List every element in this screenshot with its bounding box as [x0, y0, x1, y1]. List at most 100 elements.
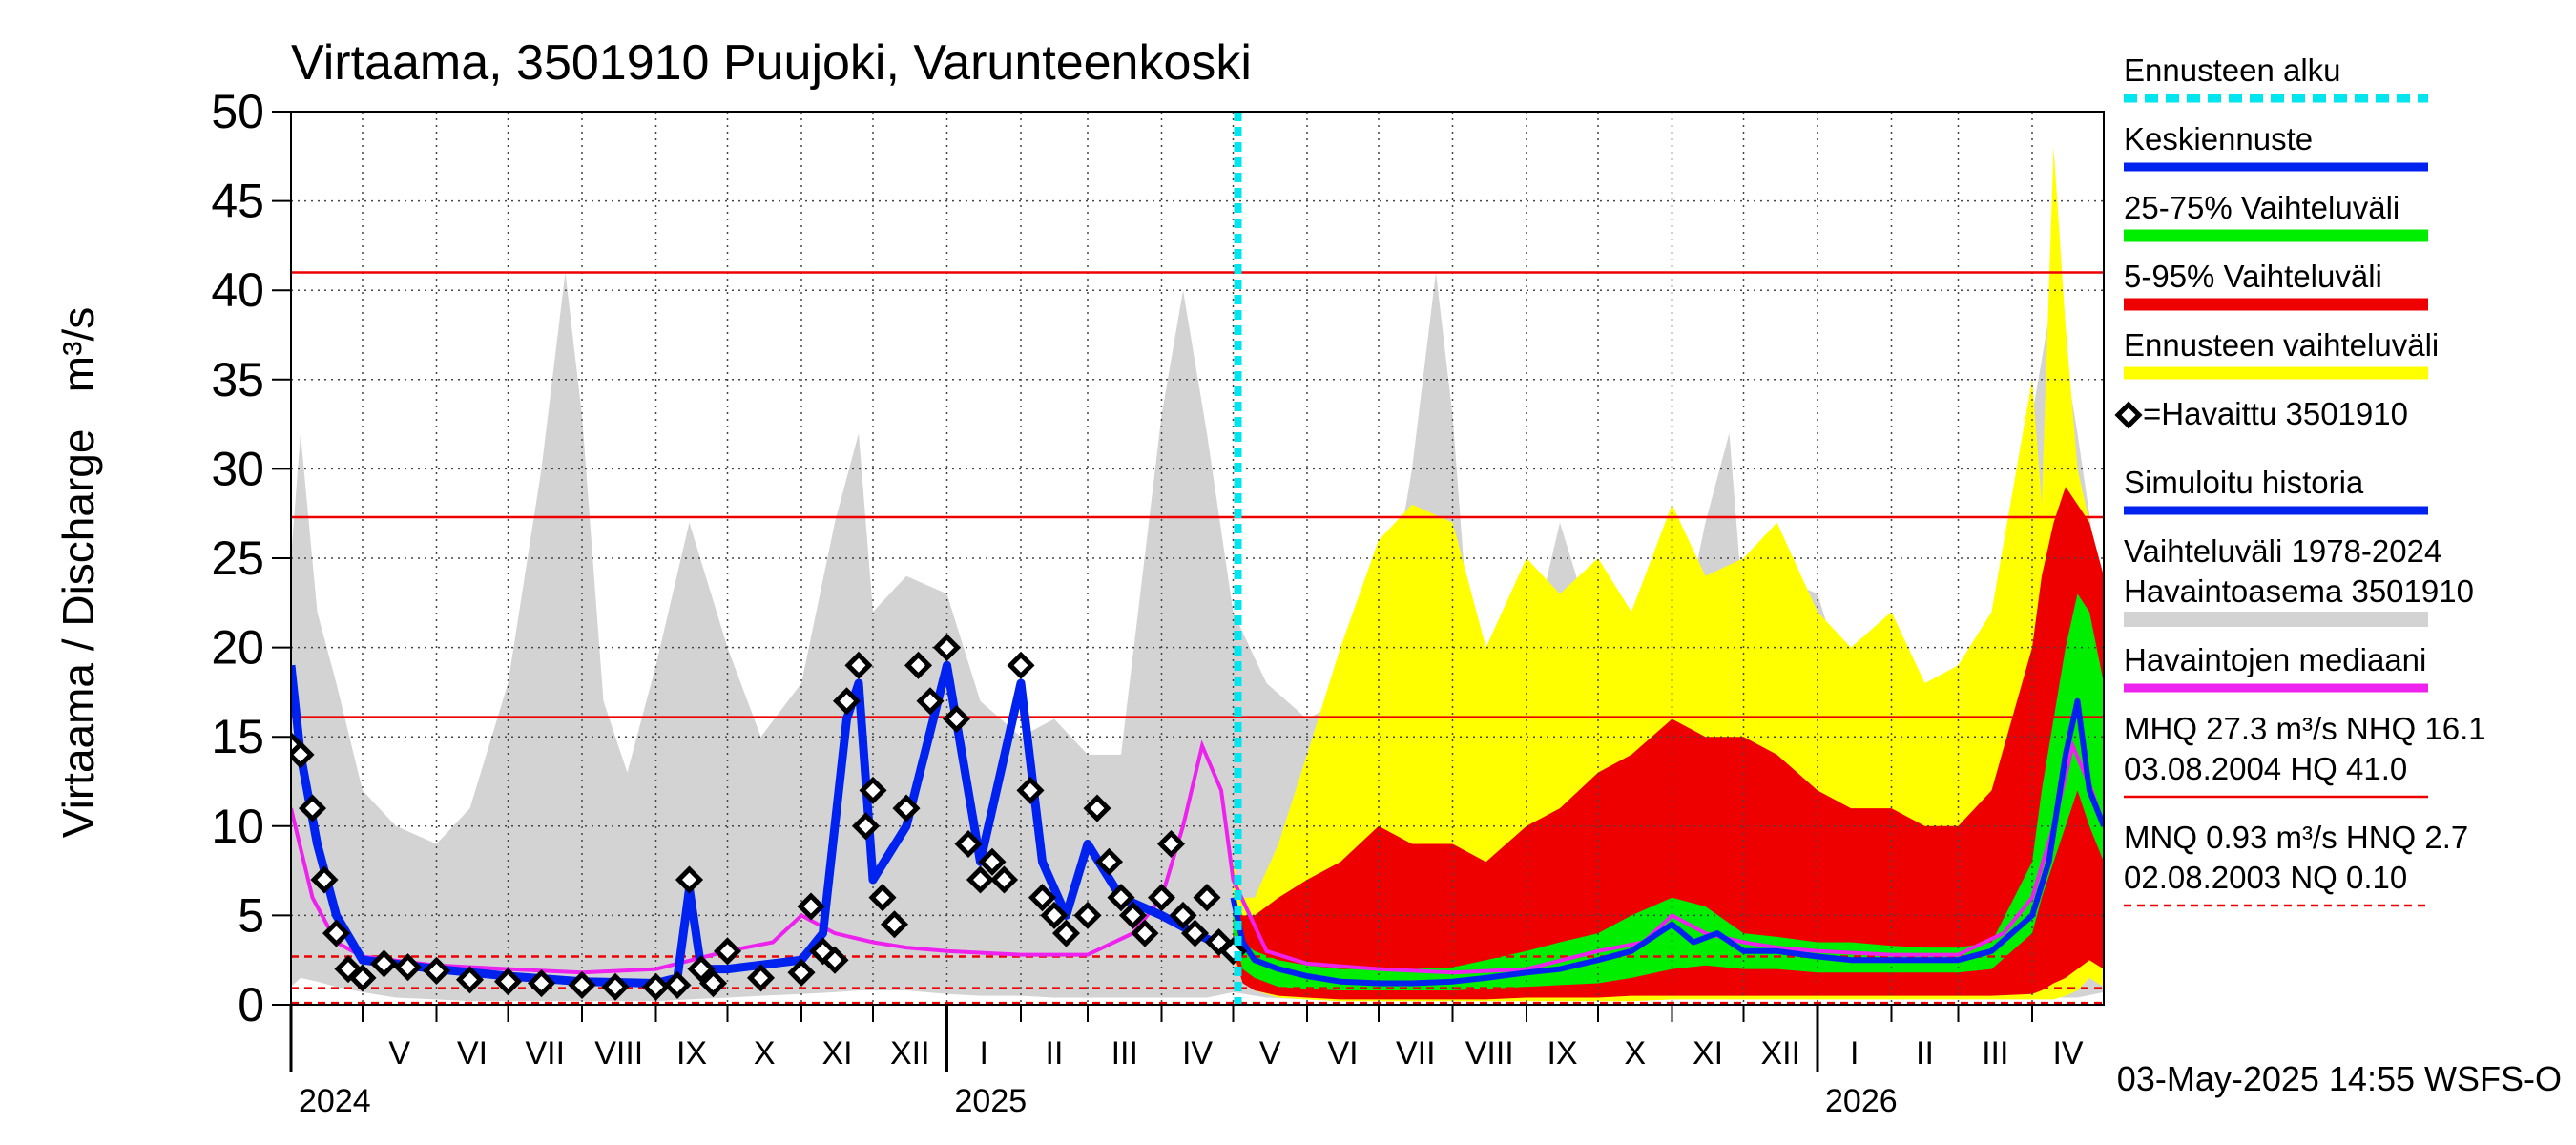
observed-point — [966, 865, 995, 894]
y-tick-label: 35 — [211, 353, 264, 406]
legend-label: 25-75% Vaihteluväli — [2124, 190, 2399, 225]
observed-point — [1051, 919, 1081, 947]
y-tick-label: 40 — [211, 263, 264, 317]
month-label: VIII — [1465, 1035, 1514, 1072]
observed-point — [1193, 884, 1221, 912]
month-label: X — [1624, 1035, 1646, 1072]
month-label: VII — [1396, 1035, 1436, 1072]
month-label: VI — [1327, 1035, 1358, 1072]
observed-point — [821, 946, 849, 974]
y-axis-label: Virtaama / Discharge m³/s — [53, 307, 103, 838]
legend-label: Keskiennuste — [2124, 121, 2313, 156]
forecast-mean-line — [1230, 697, 2104, 987]
legend-label: =Havaittu 3501910 — [2143, 396, 2408, 431]
legend-label: Ennusteen vaihteluväli — [2124, 327, 2439, 363]
observed-point — [978, 847, 1007, 876]
observed-point — [892, 794, 921, 822]
legend-label: Havaintojen mediaani — [2124, 642, 2426, 677]
legend-label: MHQ 27.3 m³/s NHQ 16.1 — [2124, 711, 2486, 746]
year-label: 2026 — [1825, 1083, 1898, 1119]
observed-point — [989, 865, 1019, 894]
observed-point — [1180, 919, 1210, 947]
legend-label: Vaihteluväli 1978-2024 — [2124, 533, 2441, 569]
observed-point — [568, 970, 596, 999]
observed-point — [954, 829, 983, 859]
observed-point — [1169, 901, 1197, 929]
y-tick-label: 50 — [211, 85, 264, 138]
month-label: III — [1111, 1035, 1138, 1072]
observed-point — [1156, 829, 1186, 859]
observed-point — [675, 865, 704, 894]
forecast-range-band — [1233, 147, 2104, 1002]
observed-point — [1118, 901, 1148, 929]
chart-title: Virtaama, 3501910 Puujoki, Varunteenkosk… — [291, 35, 1252, 91]
observed-point — [868, 884, 897, 912]
month-label: I — [1850, 1035, 1859, 1072]
month-label: XI — [1693, 1035, 1723, 1072]
observed-point — [1040, 901, 1069, 929]
observed-point — [932, 634, 962, 662]
observed-point — [1094, 847, 1124, 876]
observed-point — [1028, 884, 1057, 912]
observed-point — [1083, 794, 1111, 822]
month-label: II — [1046, 1035, 1064, 1072]
legend-label-line2: 03.08.2004 HQ 41.0 — [2124, 751, 2407, 786]
observed-point — [322, 919, 351, 947]
observed-point — [1107, 884, 1135, 912]
observed-point — [641, 972, 671, 1001]
median-line — [291, 739, 2104, 975]
observed-point — [797, 892, 825, 921]
legend-label: Ennusteen alku — [2124, 52, 2341, 88]
observed-point — [1007, 651, 1035, 679]
month-label: VIII — [594, 1035, 643, 1072]
y-tick-label: 20 — [211, 621, 264, 675]
observed-point — [455, 966, 485, 994]
observed-point — [393, 953, 423, 982]
legend-observed-marker — [2114, 401, 2143, 429]
forecast-25-75-band — [1233, 593, 2104, 990]
plot-area — [291, 112, 2104, 1005]
legend-label-line2: 02.08.2003 NQ 0.10 — [2124, 860, 2407, 895]
observed-point — [663, 970, 692, 999]
observed-point — [1016, 776, 1045, 804]
legend-label: 5-95% Vaihteluväli — [2124, 259, 2382, 294]
month-label: X — [754, 1035, 776, 1072]
observed-point — [1147, 884, 1176, 912]
forecast-5-95-band — [1233, 487, 2104, 1000]
observed-point — [787, 958, 816, 987]
y-tick-label: 5 — [238, 888, 264, 942]
observed-point — [1073, 901, 1102, 929]
observed-point — [1131, 919, 1159, 947]
month-label: VI — [457, 1035, 488, 1072]
month-label: IV — [2052, 1035, 2083, 1072]
month-label: XII — [1760, 1035, 1800, 1072]
legend-label: Simuloitu historia — [2124, 465, 2364, 500]
month-label: IX — [676, 1035, 707, 1072]
observed-point — [713, 937, 742, 966]
observed-point — [904, 651, 933, 679]
observed-point — [746, 964, 776, 992]
month-label: V — [1259, 1035, 1281, 1072]
plot-series — [291, 112, 2104, 1005]
month-label: XII — [890, 1035, 930, 1072]
month-label: V — [388, 1035, 410, 1072]
observed-point — [601, 972, 630, 1001]
legend: Ennusteen alku Keskiennuste 25-75% Vaihtel… — [2114, 52, 2486, 907]
month-label: II — [1916, 1035, 1934, 1072]
observed-point — [832, 687, 862, 716]
observed-point — [851, 812, 881, 841]
month-label: VII — [525, 1035, 565, 1072]
month-label: IV — [1182, 1035, 1213, 1072]
month-label: XI — [821, 1035, 852, 1072]
observed-point — [310, 865, 339, 894]
legend-label-line2: Havaintoasema 3501910 — [2124, 573, 2474, 609]
observed-point — [916, 687, 945, 716]
observed-point — [942, 704, 971, 734]
observed-point — [687, 955, 716, 984]
y-tick-label: 10 — [211, 800, 264, 853]
y-tick-label: 25 — [211, 531, 264, 585]
observed-point — [880, 910, 909, 939]
observed-point — [859, 776, 887, 804]
